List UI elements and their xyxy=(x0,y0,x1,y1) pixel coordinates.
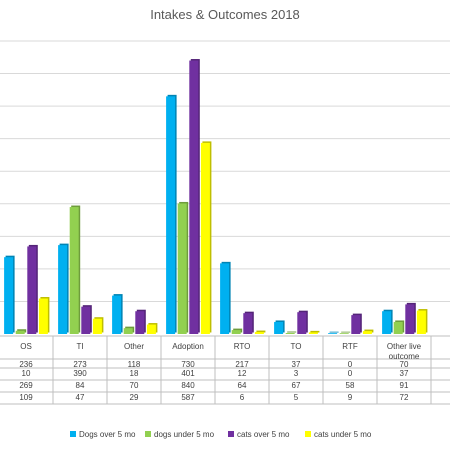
bar xyxy=(231,330,241,334)
table-value: 118 xyxy=(128,360,141,369)
table-value: 587 xyxy=(181,393,195,402)
bar xyxy=(200,142,210,334)
bar xyxy=(92,318,102,334)
bar xyxy=(351,315,361,334)
table-value: 91 xyxy=(400,381,409,390)
legend-swatch xyxy=(228,431,234,437)
bar xyxy=(58,245,68,334)
table-value: 84 xyxy=(76,381,85,390)
bar xyxy=(135,311,145,334)
bar xyxy=(308,332,318,334)
table-value: 273 xyxy=(73,360,87,369)
table-value: 269 xyxy=(19,381,33,390)
bar xyxy=(177,203,187,334)
bar xyxy=(297,312,307,334)
legend-label: cats over 5 mo xyxy=(237,430,290,439)
category-label: TO xyxy=(291,342,302,351)
table-value: 70 xyxy=(400,360,409,369)
legend-swatch xyxy=(145,431,151,437)
bar xyxy=(254,332,264,334)
chart-title: Intakes & Outcomes 2018 xyxy=(150,7,300,22)
table-value: 58 xyxy=(346,381,355,390)
table-value: 64 xyxy=(238,381,247,390)
table-value: 29 xyxy=(130,393,139,402)
category-label: Other live xyxy=(387,342,422,351)
bar-shadow xyxy=(364,329,374,333)
bar xyxy=(112,295,122,334)
table-value: 70 xyxy=(130,381,139,390)
legend-swatch xyxy=(70,431,76,437)
table-value: 37 xyxy=(400,369,409,378)
table-value: 47 xyxy=(76,393,85,402)
bar xyxy=(243,313,253,334)
table-value: 37 xyxy=(292,360,301,369)
table-value: 730 xyxy=(181,360,195,369)
bar xyxy=(81,306,91,334)
category-label: outcome xyxy=(389,352,420,361)
category-label: OS xyxy=(20,342,32,351)
table-value: 0 xyxy=(348,369,353,378)
table-value: 10 xyxy=(22,369,31,378)
table-value: 67 xyxy=(292,381,301,390)
legend-label: cats under 5 mo xyxy=(314,430,372,439)
bar xyxy=(285,333,295,334)
table-value: 9 xyxy=(348,393,353,402)
bar-shadow xyxy=(310,330,320,333)
bar xyxy=(189,60,199,335)
table-value: 109 xyxy=(19,393,33,402)
bar xyxy=(274,321,284,334)
table-value: 0 xyxy=(348,360,353,369)
table-value: 236 xyxy=(19,360,33,369)
category-label: TI xyxy=(76,342,83,351)
table-value: 401 xyxy=(181,369,195,378)
table-value: 12 xyxy=(238,369,247,378)
bar xyxy=(220,263,230,334)
legend-swatch xyxy=(305,431,311,437)
bar xyxy=(38,298,48,334)
table-value: 5 xyxy=(294,393,299,402)
category-label: RTF xyxy=(342,342,358,351)
category-label: RTO xyxy=(234,342,251,351)
category-label: Other xyxy=(124,342,144,351)
table-value: 840 xyxy=(181,381,195,390)
bar xyxy=(416,310,426,334)
bar xyxy=(382,311,392,334)
bar xyxy=(123,328,133,334)
table-value: 6 xyxy=(240,393,245,402)
bar xyxy=(15,330,25,334)
bar xyxy=(328,333,338,334)
legend-label: Dogs over 5 mo xyxy=(79,430,136,439)
bar xyxy=(362,331,372,334)
bar xyxy=(69,207,79,334)
bar-shadow xyxy=(329,331,339,333)
bar xyxy=(393,321,403,334)
bar xyxy=(146,324,156,334)
bar xyxy=(405,304,415,334)
table-value: 3 xyxy=(294,369,299,378)
bar-shadow xyxy=(341,331,351,333)
legend-label: dogs under 5 mo xyxy=(154,430,215,439)
bar-shadow xyxy=(256,330,266,333)
bar xyxy=(27,246,37,334)
table-value: 390 xyxy=(73,369,87,378)
bar xyxy=(4,257,14,334)
table-value: 18 xyxy=(130,369,139,378)
table-value: 72 xyxy=(400,393,409,402)
bar xyxy=(166,96,176,334)
table-value: 217 xyxy=(235,360,249,369)
bar-shadow xyxy=(287,331,297,333)
bar xyxy=(339,333,349,334)
category-label: Adoption xyxy=(172,342,204,351)
